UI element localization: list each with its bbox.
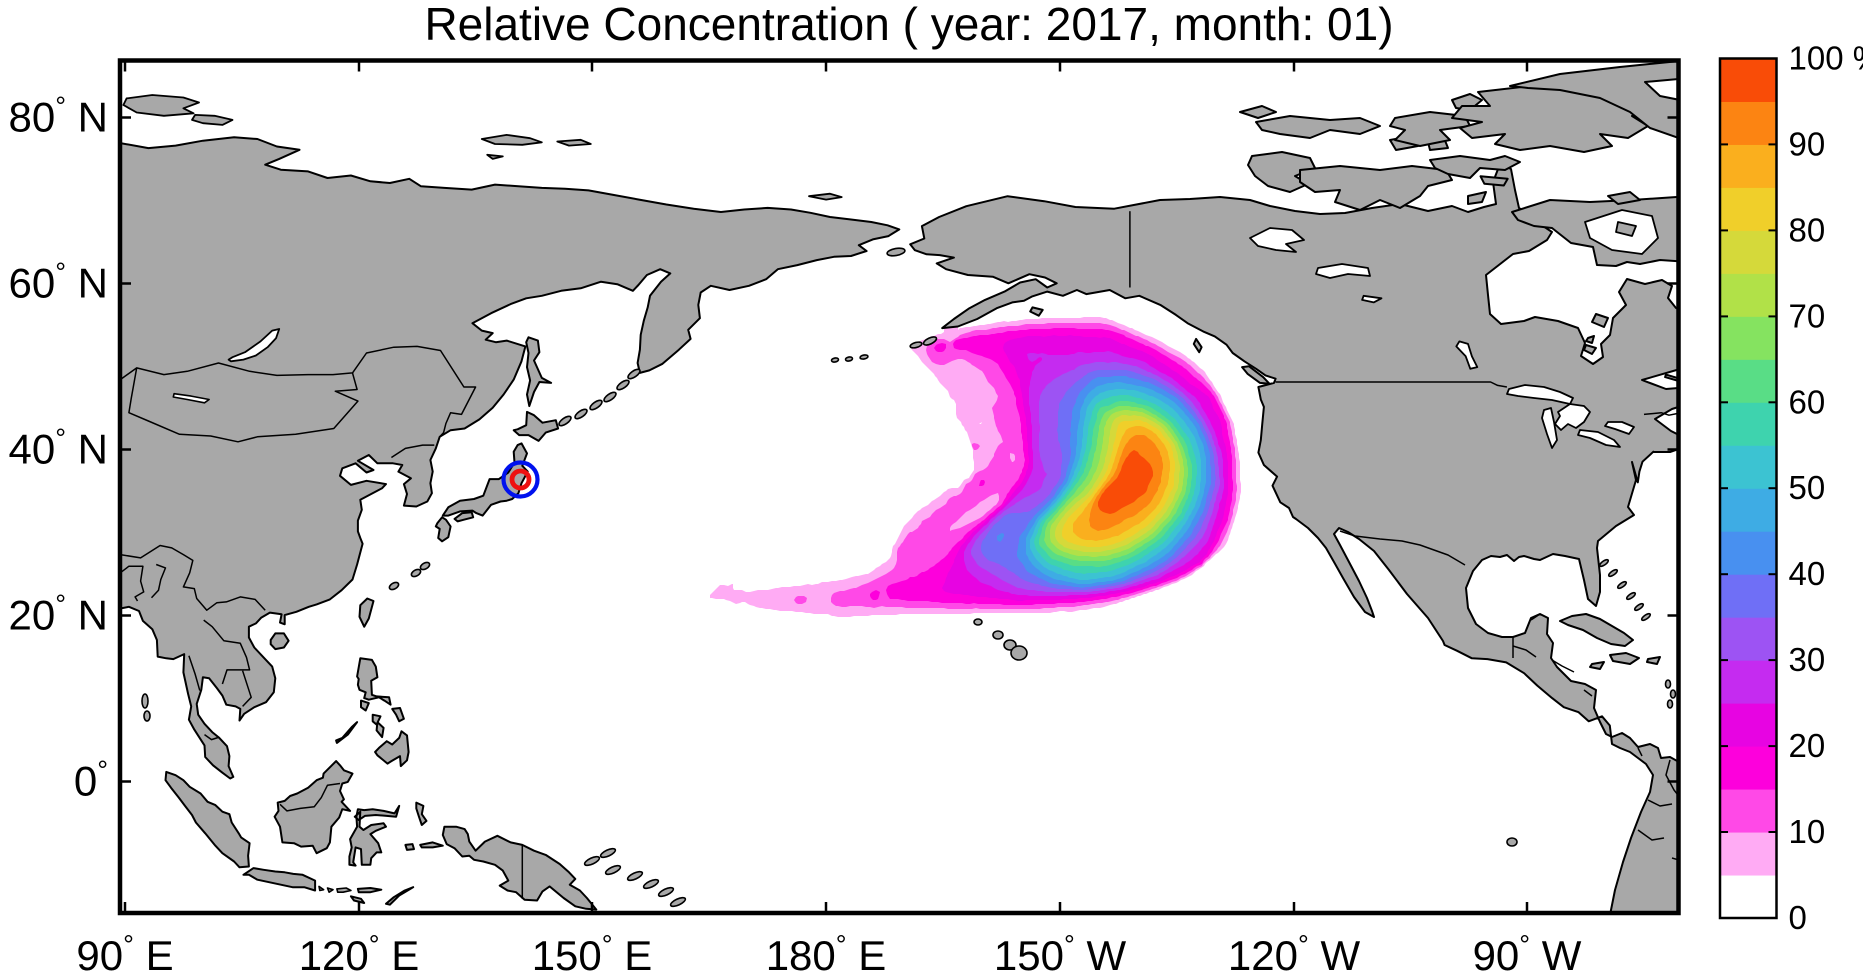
svg-text:150° W: 150° W <box>994 930 1127 972</box>
svg-text:80° N: 80° N <box>8 92 108 141</box>
svg-text:30: 30 <box>1789 641 1826 678</box>
svg-text:50: 50 <box>1789 469 1826 506</box>
svg-text:10: 10 <box>1789 813 1826 850</box>
svg-text:90° E: 90° E <box>76 930 173 972</box>
svg-text:120° E: 120° E <box>299 930 420 972</box>
svg-text:80: 80 <box>1789 211 1826 248</box>
svg-text:90: 90 <box>1789 125 1826 162</box>
svg-text:40: 40 <box>1789 555 1826 592</box>
svg-text:100 %: 100 % <box>1789 40 1863 77</box>
svg-text:70: 70 <box>1789 297 1826 334</box>
svg-text:150° E: 150° E <box>532 930 653 972</box>
svg-text:180° E: 180° E <box>766 930 887 972</box>
svg-text:Relative Concentration ( year:: Relative Concentration ( year: 2017, mon… <box>424 0 1393 50</box>
svg-text:0: 0 <box>1789 899 1807 936</box>
svg-text:20: 20 <box>1789 727 1826 764</box>
svg-text:120° W: 120° W <box>1228 930 1361 972</box>
svg-text:60: 60 <box>1789 383 1826 420</box>
